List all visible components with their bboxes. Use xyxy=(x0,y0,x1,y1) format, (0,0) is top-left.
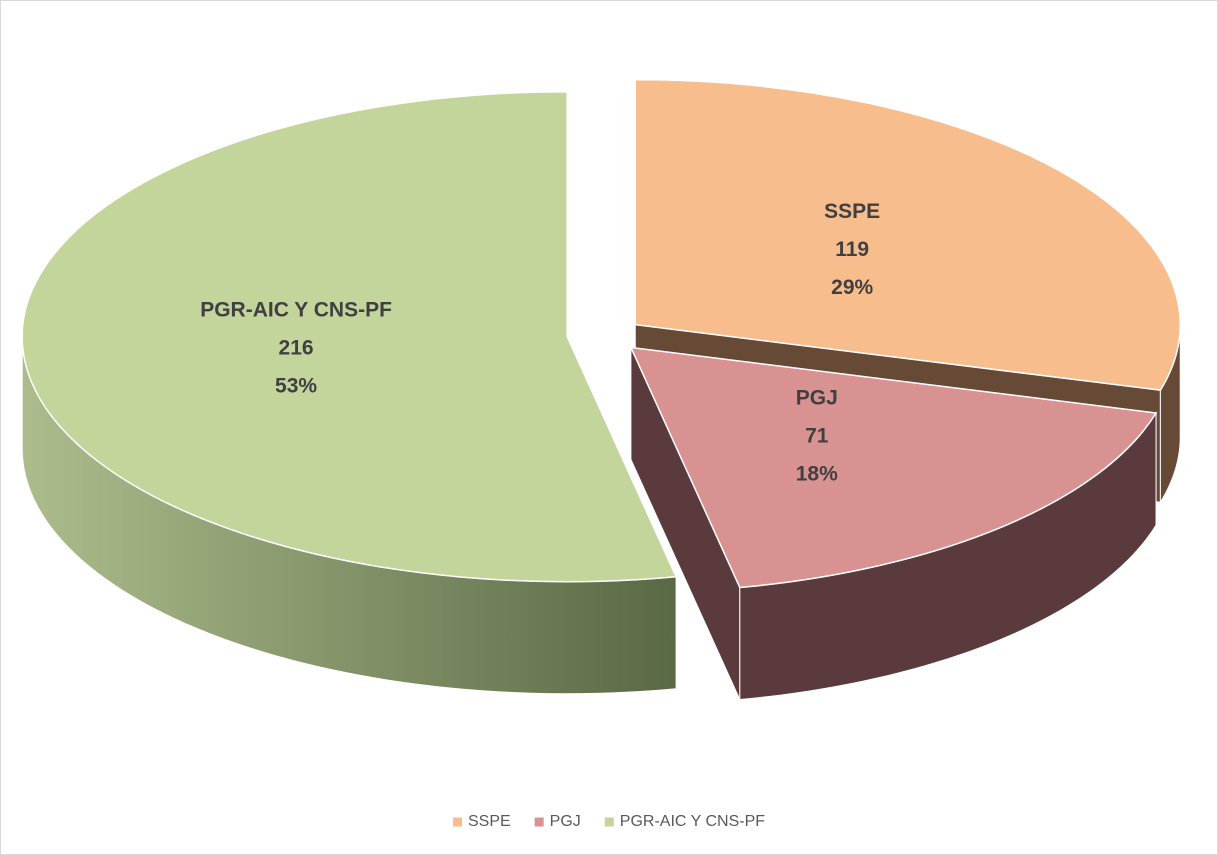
data-label-percent: 18% xyxy=(796,463,838,486)
legend-label: SSPE xyxy=(468,813,511,830)
slice xyxy=(634,78,1181,392)
data-label-value: 216 xyxy=(279,337,314,360)
legend-label: PGR-AIC Y CNS-PF xyxy=(620,813,765,830)
legend-swatch xyxy=(534,817,544,827)
slice xyxy=(21,90,678,583)
slice xyxy=(629,346,1158,589)
data-label-value: 71 xyxy=(805,425,829,448)
data-label-percent: 53% xyxy=(275,375,317,398)
legend-swatch xyxy=(604,817,614,827)
data-label-value: 119 xyxy=(835,238,869,261)
data-label-percent: 29% xyxy=(831,276,873,299)
data-label-name: PGR-AIC Y CNS-PF xyxy=(200,299,392,322)
data-label-name: SSPE xyxy=(824,200,880,223)
data-label-name: PGJ xyxy=(796,387,838,410)
legend-label: PGJ xyxy=(550,813,581,830)
legend-swatch xyxy=(452,817,462,827)
